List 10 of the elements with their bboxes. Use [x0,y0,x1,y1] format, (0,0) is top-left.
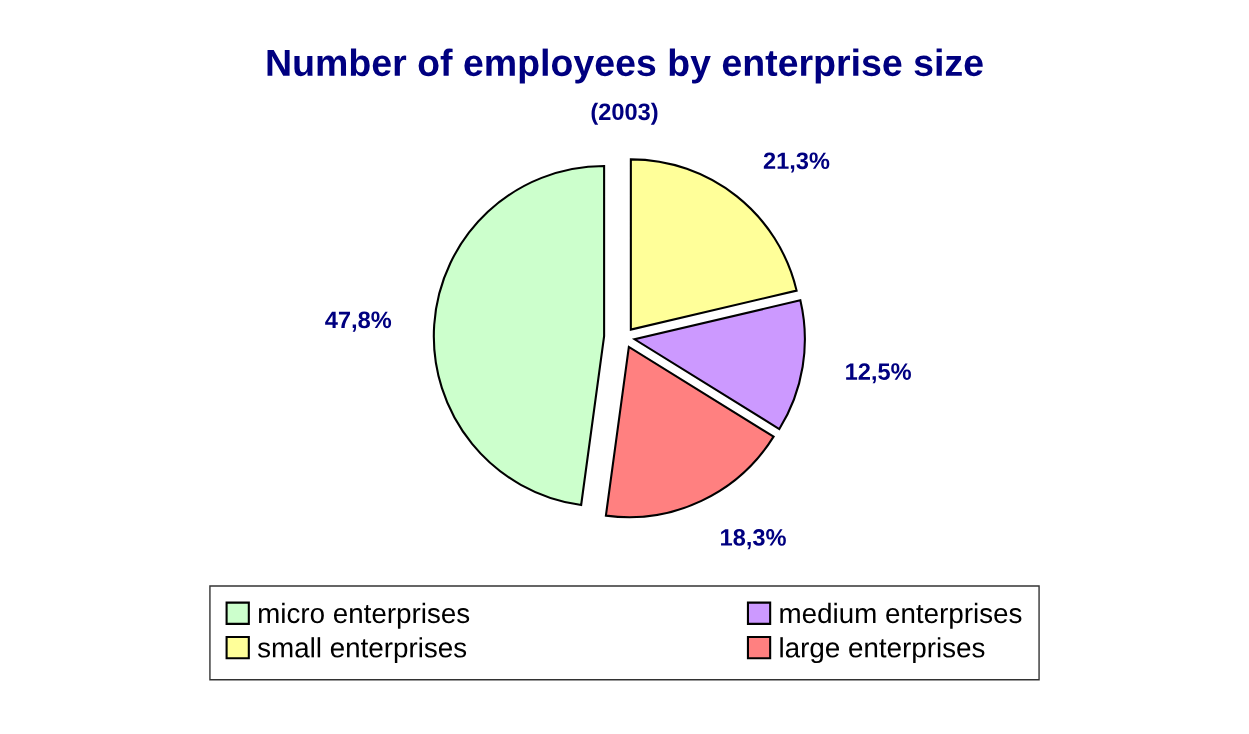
legend-label: small enterprises [257,637,467,664]
chart-subtitle: (2003) [591,102,658,125]
legend-label: micro enterprises [259,602,470,629]
legend-label: large enterprises [780,637,985,664]
data-label: 12,5% [846,363,911,384]
data-label: 21,3% [763,152,830,173]
legend-label: medium enterprises [780,602,1022,629]
data-label: 18,3% [721,529,786,550]
chart-title: Number of employees by enterprise size [267,48,983,84]
data-label: 47,8% [325,311,392,332]
